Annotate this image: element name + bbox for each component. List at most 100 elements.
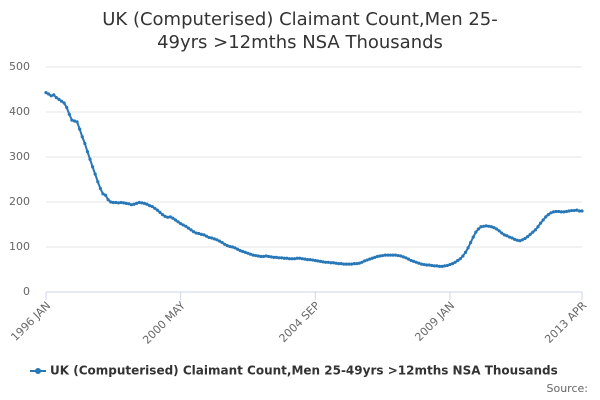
- point: [197, 231, 201, 236]
- point: [497, 229, 501, 233]
- point: [378, 254, 382, 258]
- y-tick-label: 500: [9, 60, 30, 73]
- point: [119, 200, 123, 205]
- y-tick-label: 0: [23, 285, 30, 298]
- point: [575, 208, 579, 212]
- point: [546, 213, 550, 217]
- point: [458, 257, 462, 261]
- point: [129, 203, 134, 207]
- point: [280, 256, 284, 260]
- point: [49, 94, 53, 98]
- point: [57, 97, 61, 101]
- point: [409, 258, 413, 263]
- point: [282, 256, 286, 260]
- point: [531, 230, 535, 234]
- point: [489, 225, 493, 229]
- point: [72, 119, 77, 123]
- point: [360, 260, 364, 264]
- point: [399, 254, 403, 258]
- point: [52, 93, 56, 97]
- point: [223, 242, 227, 246]
- point: [171, 216, 175, 220]
- point: [357, 261, 361, 265]
- x-tick-label: 2000 MAY: [140, 299, 188, 347]
- point: [572, 208, 576, 213]
- point: [365, 258, 369, 262]
- point: [147, 204, 152, 208]
- point: [150, 204, 154, 209]
- point: [295, 256, 299, 260]
- point: [427, 263, 431, 267]
- chart-title: UK (Computerised) Claimant Count,Men 25-…: [102, 9, 498, 53]
- x-tick-label: 1996 JAN: [8, 299, 53, 344]
- point: [386, 253, 390, 257]
- point: [461, 254, 465, 258]
- point: [215, 238, 219, 242]
- point: [230, 245, 235, 249]
- point: [538, 221, 543, 225]
- point: [176, 220, 180, 224]
- point: [580, 209, 584, 213]
- point: [406, 257, 411, 261]
- point: [564, 209, 569, 214]
- point: [274, 255, 279, 259]
- point: [300, 257, 304, 261]
- point: [383, 253, 387, 257]
- point: [220, 240, 224, 245]
- point: [570, 208, 574, 213]
- point: [85, 150, 90, 154]
- point: [75, 120, 79, 124]
- y-tick-label: 100: [9, 240, 30, 253]
- point: [549, 211, 553, 215]
- point: [238, 249, 242, 253]
- point: [526, 235, 530, 239]
- point: [494, 227, 499, 231]
- point: [349, 262, 354, 266]
- point: [267, 254, 271, 259]
- point: [114, 200, 118, 205]
- point: [344, 262, 348, 266]
- legend-marker: [35, 368, 41, 374]
- point: [419, 262, 424, 266]
- source: Source:: [547, 382, 589, 395]
- x-tick-label: 2004 SEP: [277, 299, 323, 345]
- point: [487, 224, 491, 228]
- point: [518, 239, 522, 243]
- point: [93, 172, 97, 176]
- point: [116, 201, 121, 205]
- point: [339, 262, 343, 266]
- point: [318, 259, 323, 263]
- point: [233, 246, 237, 250]
- point: [225, 244, 229, 248]
- point: [404, 256, 408, 260]
- point: [329, 261, 333, 265]
- point: [492, 226, 496, 230]
- point: [305, 258, 310, 262]
- point: [551, 210, 556, 214]
- point: [422, 262, 426, 267]
- point: [523, 236, 527, 241]
- point: [269, 255, 273, 259]
- x-tick-label: 2009 JAN: [412, 299, 457, 344]
- point: [308, 258, 312, 262]
- point: [528, 232, 532, 236]
- point: [254, 253, 258, 258]
- point: [432, 264, 437, 268]
- point: [362, 259, 367, 263]
- point: [96, 180, 100, 184]
- point: [303, 257, 307, 261]
- point: [236, 247, 240, 251]
- point: [44, 91, 48, 95]
- point: [173, 218, 178, 222]
- point: [78, 127, 82, 131]
- point: [62, 101, 66, 105]
- point: [241, 249, 245, 254]
- point: [311, 258, 315, 262]
- point: [132, 202, 136, 206]
- point: [414, 260, 418, 264]
- point: [388, 253, 392, 257]
- point: [189, 228, 193, 232]
- point: [430, 263, 434, 268]
